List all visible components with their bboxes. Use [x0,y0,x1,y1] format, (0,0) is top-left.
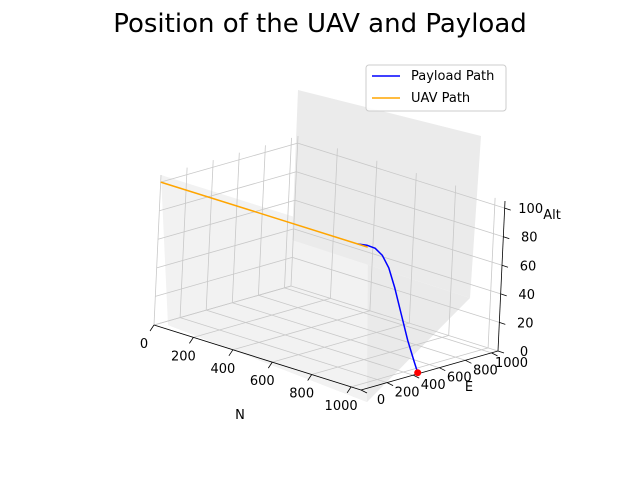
grid-line-y-bottom [206,309,414,376]
grid-line-z-back [294,199,503,266]
grid-line-z-back [297,142,505,209]
x-tick-label: 1000 [325,399,358,414]
x-tick-label: 200 [171,349,196,364]
grid-line-z-left [160,142,298,183]
grid-lines [153,135,505,391]
grid-line-y-left [231,152,240,303]
z-axis-line [497,200,506,352]
y-tick-mark [491,352,498,357]
y-tick-label: 200 [395,386,420,401]
grid-line-x-back [487,197,496,348]
x-tick-mark [307,374,313,381]
y-tick-label: 0 [377,393,385,408]
z-tick-mark [499,322,506,325]
x-tick-label: 400 [210,362,235,377]
grid-line-x-back [369,160,378,311]
grid-line-y-bottom [232,302,440,369]
grid-line-z-left [157,199,296,240]
series-group [160,181,422,377]
y-tick-label: 400 [421,378,446,393]
grid-line-x-bottom [311,335,449,375]
y-tick-mark [360,389,368,394]
z-tick-mark [497,350,505,354]
grid-line-x-bottom [272,322,410,363]
grid-line-z-back [296,171,504,238]
z-tick-mark [501,264,509,268]
grid-line-y-bottom [258,294,466,361]
grid-line-y-left [179,167,188,318]
legend: Payload Path UAV Path [365,64,507,112]
y-tick-label: 600 [447,371,472,386]
grid-line-z-left [155,257,293,297]
grid-line-z-back [290,285,499,352]
series-line-uav [160,181,368,248]
landing-point-marker [414,369,422,377]
grid-line-y-bottom [179,317,388,383]
z-tick-mark [500,293,507,297]
grid-line-x-back [408,173,417,324]
y-tick-label: 1000 [495,356,528,371]
grid-line-z-left [159,171,297,212]
z-tick-mark [503,236,510,240]
grid-line-x-back [448,185,457,336]
legend-box [365,64,507,112]
legend-label-uav: UAV Path [411,91,470,106]
x-tick-label: 800 [289,387,314,402]
x-tick-mark [346,386,352,394]
grid-line-y-left [284,137,292,288]
grid-line-x-back [290,135,299,287]
x-axis-line [153,324,362,391]
series-line-payload [357,243,419,373]
grid-line-z-left [153,285,292,326]
y-tick-mark [465,359,472,364]
z-tick-label: 20 [517,316,534,331]
y-axis-line [360,350,499,391]
y-tick-mark [413,374,420,379]
grid-line-z-back [293,228,501,295]
x-tick-mark [189,337,194,344]
x-tick-mark [267,361,273,369]
y-tick-label: 800 [473,363,498,378]
z-tick-label: 40 [518,288,535,303]
z-tick-label: 60 [520,259,537,274]
x-tick-label: 0 [140,337,148,352]
chart-title: Position of the UAV and Payload [113,9,527,39]
z-tick-mark [504,207,511,211]
z-tick-label: 0 [520,345,528,360]
grid-line-y-bottom [284,287,492,354]
pane-back [292,90,481,298]
grid-line-x-bottom [350,347,489,388]
y-tick-mark [439,367,446,372]
z-tick-label: 80 [521,231,538,246]
y-tick-mark [386,382,394,386]
x-tick-label: 600 [250,374,275,389]
x-tick-mark [228,349,234,357]
axis-lines [149,200,511,394]
y-axis-label: E [465,380,473,395]
grid-line-y-left [153,174,162,326]
grid-line-x-back [330,148,338,299]
grid-line-x-bottom [232,310,371,351]
grid-line-z-left [156,228,294,269]
grid-line-x-bottom [193,298,331,338]
grid-line-y-left [258,145,266,296]
z-tick-label: 100 [518,202,543,217]
legend-label-payload: Payload Path [411,69,494,84]
grid-line-y-left [205,160,214,311]
x-axis-label: N [235,408,245,423]
x-tick-mark [149,324,155,332]
z-axis-label: Alt [543,208,561,223]
